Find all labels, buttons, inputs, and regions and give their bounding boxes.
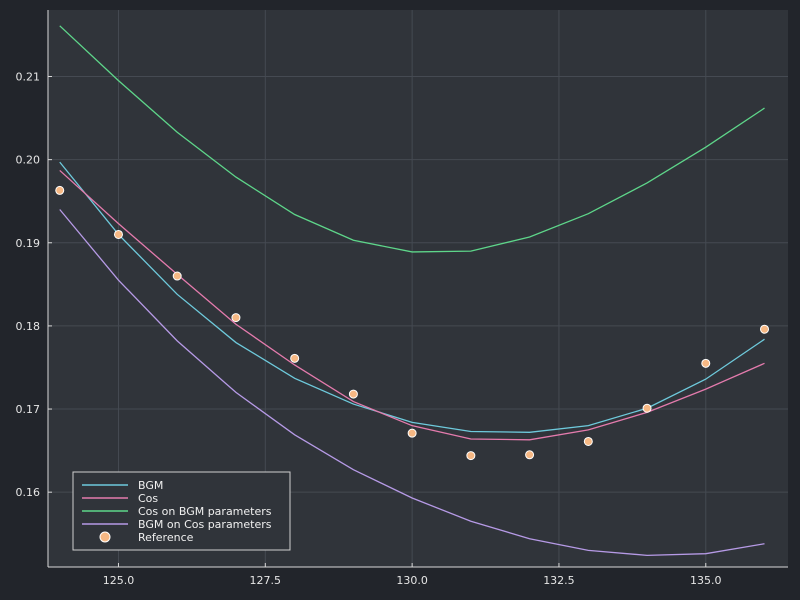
legend-label-cos: Cos — [138, 492, 158, 505]
reference-point — [290, 353, 300, 363]
reference-point — [525, 450, 535, 460]
reference-point — [466, 451, 476, 461]
legend-swatch-reference — [99, 531, 111, 543]
reference-point — [642, 403, 652, 413]
reference-point — [172, 271, 182, 281]
legend-label-bgm: BGM — [138, 479, 163, 492]
legend-label-bgm-on-cos-parameters: BGM on Cos parameters — [138, 518, 272, 531]
x-tick-label: 132.5 — [543, 574, 575, 587]
reference-point — [348, 389, 358, 399]
series-line-bgm-on-cos-parameters — [59, 209, 765, 557]
x-tick-label: 125.0 — [103, 574, 135, 587]
y-tick-label: 0.20 — [16, 154, 41, 167]
series-line-cos-on-bgm-parameters — [59, 25, 765, 253]
x-tick-label: 130.0 — [396, 574, 428, 587]
y-ticks: 0.16 0.17 0.18 0.19 0.20 0.21 — [16, 71, 52, 499]
reference-point — [55, 185, 65, 195]
y-tick-label: 0.21 — [16, 71, 41, 84]
y-tick-label: 0.16 — [16, 486, 41, 499]
reference-point — [760, 324, 770, 334]
legend-label-cos-on-bgm-parameters: Cos on BGM parameters — [138, 505, 272, 518]
legend-label-reference: Reference — [138, 531, 194, 544]
y-tick-label: 0.17 — [16, 403, 41, 416]
reference-point — [231, 313, 241, 323]
series-points — [55, 185, 770, 461]
y-tick-label: 0.19 — [16, 237, 41, 250]
axes — [47, 10, 788, 568]
reference-point — [113, 229, 123, 239]
reference-point — [583, 436, 593, 446]
x-tick-label: 135.0 — [690, 574, 722, 587]
reference-point — [701, 358, 711, 368]
x-tick-label: 127.5 — [250, 574, 282, 587]
y-tick-label: 0.18 — [16, 320, 41, 333]
x-ticks: 125.0 127.5 130.0 132.5 135.0 — [103, 563, 722, 587]
reference-point — [407, 428, 417, 438]
